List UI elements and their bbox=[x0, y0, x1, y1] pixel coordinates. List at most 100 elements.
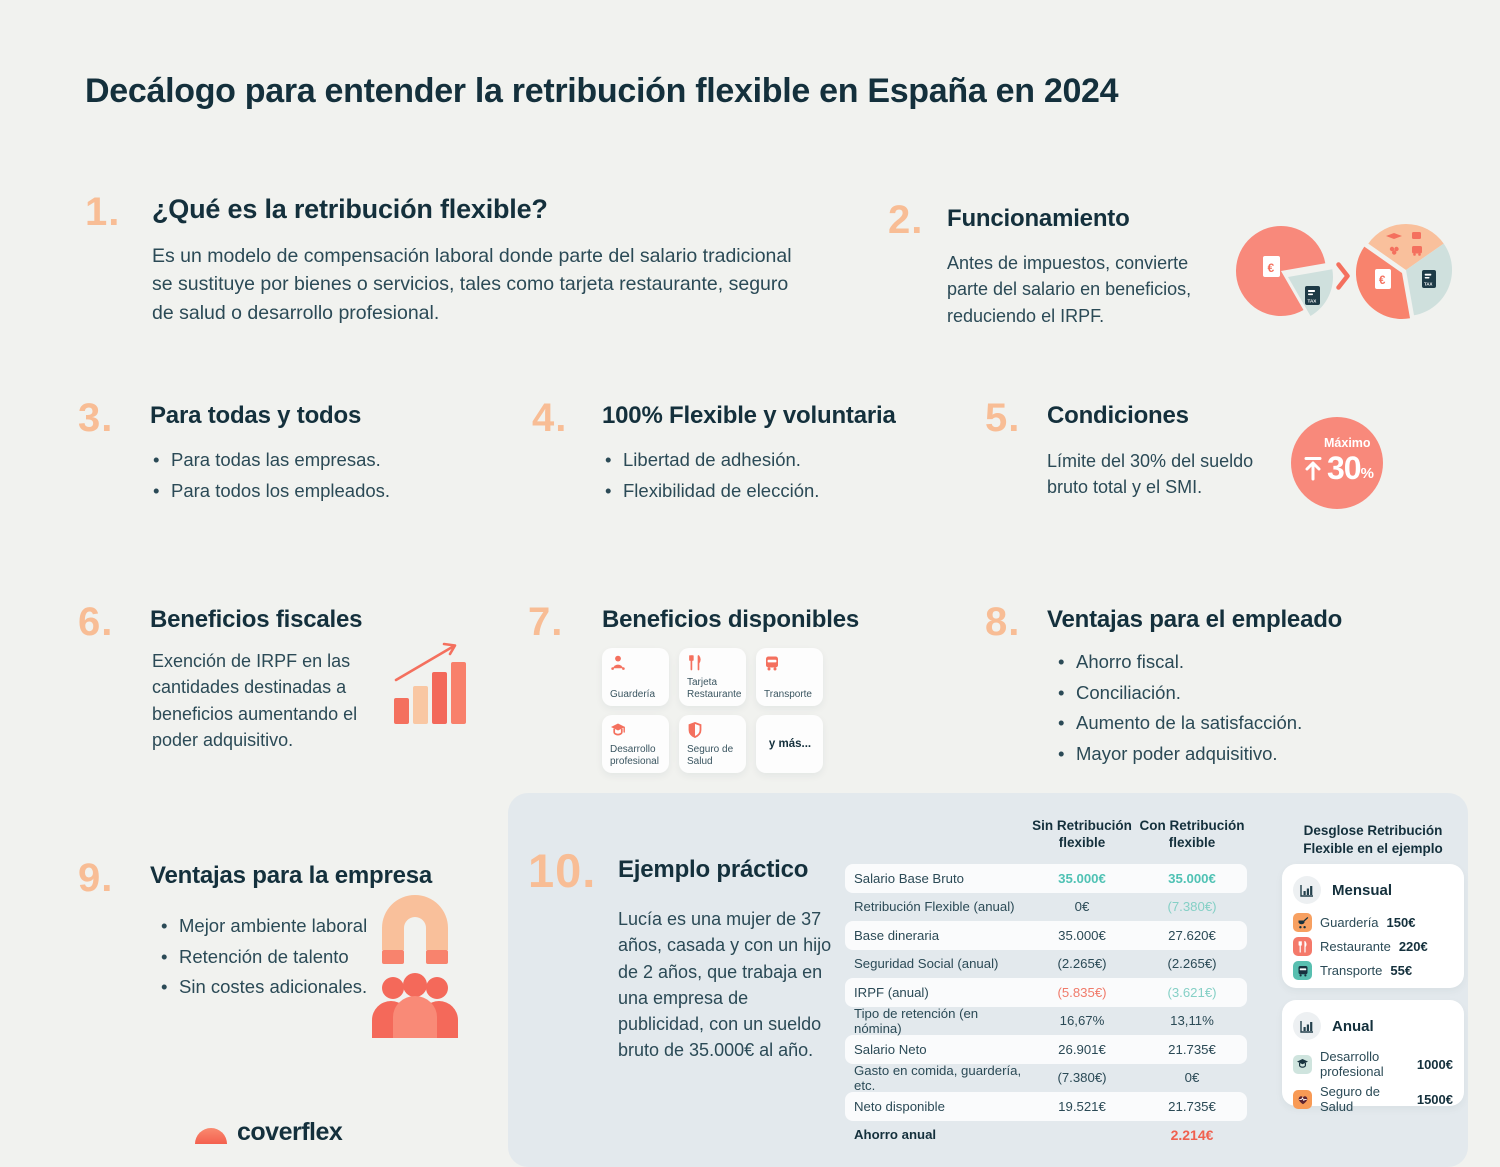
row-value: (7.380€) bbox=[1057, 1070, 1107, 1086]
bullet-item: Ahorro fiscal. bbox=[1055, 650, 1302, 674]
row-label: Neto disponible bbox=[854, 1098, 945, 1114]
bullet-item: Retención de talento bbox=[158, 945, 393, 969]
tile-y-mas: y más... bbox=[756, 715, 823, 773]
row-value: 35.000€ bbox=[1058, 927, 1106, 943]
desglose-item: Desarrollo profesional 1000€ bbox=[1293, 1049, 1453, 1079]
row-value: 35.000€ bbox=[1058, 870, 1106, 886]
item-label: Transporte bbox=[1320, 963, 1383, 978]
column-header-sin: Sin Retribución flexible bbox=[1032, 818, 1132, 850]
row-value: 19.521€ bbox=[1058, 1098, 1106, 1114]
row-label: Seguridad Social (anual) bbox=[854, 956, 999, 972]
card-title: Anual bbox=[1332, 1017, 1374, 1035]
table-row-ahorro-anual: Ahorro anual 2.214€ bbox=[845, 1121, 1247, 1150]
row-value: 2.214€ bbox=[1170, 1126, 1214, 1143]
section-6-body: Exención de IRPF en las cantidades desti… bbox=[152, 651, 358, 750]
salary-slice: € bbox=[1356, 246, 1410, 319]
salary-pie-before: TAX € bbox=[1235, 226, 1333, 317]
section-8-heading: Ventajas para el empleado bbox=[1047, 606, 1343, 633]
section-number-2: 2. bbox=[888, 198, 924, 242]
desglose-card-mensual: Mensual Guardería 150€ Restaurante 220€ … bbox=[1282, 864, 1464, 988]
section-number-9: 9. bbox=[78, 856, 114, 900]
bullet-item: Aumento de la satisfacción. bbox=[1055, 711, 1302, 735]
health-heart-icon bbox=[1293, 1089, 1312, 1109]
max-30-badge: Máximo 30 % bbox=[1291, 417, 1383, 509]
example-table: Sin Retribución flexible Con Retribución… bbox=[845, 818, 1247, 1149]
tile-label: Transporte bbox=[764, 688, 812, 700]
restaurant-icon bbox=[689, 655, 701, 671]
section-number-10: 10. bbox=[528, 844, 597, 897]
euro-receipt-icon: € bbox=[1375, 269, 1391, 289]
item-value: 220€ bbox=[1398, 939, 1428, 954]
tile-label: y más... bbox=[768, 737, 812, 750]
table-row: Seguridad Social (anual) (2.265€) (2.265… bbox=[845, 950, 1247, 979]
section-number-4: 4. bbox=[532, 396, 568, 440]
item-value: 55€ bbox=[1390, 963, 1413, 978]
restaurant-icon bbox=[1293, 937, 1312, 956]
svg-text:TAX: TAX bbox=[1424, 282, 1433, 287]
row-value: (2.265€) bbox=[1167, 956, 1217, 972]
section-4-heading: 100% Flexible y voluntaria bbox=[602, 402, 896, 429]
benefits-slice bbox=[1368, 223, 1444, 270]
section-3-heading: Para todas y todos bbox=[150, 402, 362, 429]
table-row: IRPF (anual) (5.835€) (3.621€) bbox=[845, 978, 1247, 1007]
tile-label: Desarrollo profesional bbox=[610, 744, 659, 767]
item-value: 1500€ bbox=[1416, 1091, 1453, 1107]
section-10-heading: Ejemplo práctico bbox=[618, 856, 809, 883]
tile-label: Guardería bbox=[610, 688, 656, 700]
row-value: 0€ bbox=[1074, 899, 1090, 915]
svg-text:€: € bbox=[1379, 275, 1386, 287]
bus-icon bbox=[1293, 961, 1312, 980]
tile-desarrollo-profesional: Desarrollo profesional bbox=[602, 715, 669, 773]
shield-icon bbox=[688, 722, 702, 738]
row-value: 21.735€ bbox=[1168, 1041, 1216, 1057]
item-label: Desarrollo profesional bbox=[1320, 1049, 1384, 1079]
row-value: (7.380€) bbox=[1167, 899, 1217, 915]
svg-text:TAX: TAX bbox=[1308, 299, 1318, 304]
section-number-3: 3. bbox=[78, 396, 114, 440]
table-row: Salario Neto 26.901€ 21.735€ bbox=[845, 1035, 1247, 1064]
section-number-1: 1. bbox=[85, 190, 121, 234]
max-arrow-icon bbox=[1304, 457, 1322, 481]
section-6-heading: Beneficios fiscales bbox=[150, 606, 363, 633]
desglose-item: Seguro de Salud 1500€ bbox=[1293, 1084, 1453, 1114]
table-row: Neto disponible 19.521€ 21.735€ bbox=[845, 1092, 1247, 1121]
section-1-heading: ¿Qué es la retribución flexible? bbox=[152, 194, 548, 224]
row-label: Ahorro anual bbox=[854, 1127, 937, 1143]
section-7-heading: Beneficios disponibles bbox=[602, 606, 859, 633]
badge-label: Máximo bbox=[1324, 436, 1371, 450]
badge-value: 30 bbox=[1327, 450, 1362, 486]
table-row: Retribución Flexible (anual) 0€ (7.380€) bbox=[845, 893, 1247, 922]
benefits-icons bbox=[1386, 232, 1422, 256]
tile-tarjeta-restaurante: Tarjeta Restaurante bbox=[679, 648, 746, 706]
section-4-bullets: Libertad de adhesión. Flexibilidad de el… bbox=[602, 448, 819, 509]
tax-slice: TAX bbox=[1288, 269, 1333, 316]
desglose-item: Guardería 150€ bbox=[1293, 913, 1453, 932]
desglose-item: Restaurante 220€ bbox=[1293, 937, 1453, 956]
tile-seguro-de-salud: Seguro de Salud bbox=[679, 715, 746, 773]
section-number-5: 5. bbox=[985, 396, 1021, 440]
section-9-bullets: Mejor ambiente laboral Retención de tale… bbox=[158, 914, 393, 1006]
table-row: Tipo de retención (en nómina) 16,67% 13,… bbox=[845, 1006, 1247, 1036]
chevron-right-icon bbox=[1336, 262, 1350, 290]
graduation-cap-icon bbox=[611, 723, 625, 736]
stroller-icon bbox=[1293, 913, 1312, 932]
section-8-bullets: Ahorro fiscal. Conciliación. Aumento de … bbox=[1055, 650, 1302, 773]
section-3-bullets: Para todas las empresas. Para todos los … bbox=[150, 448, 390, 509]
bullet-item: Para todos los empleados. bbox=[150, 479, 390, 503]
bus-icon bbox=[766, 656, 778, 671]
item-label: Restaurante bbox=[1320, 939, 1391, 954]
row-label: Retribución Flexible (anual) bbox=[854, 899, 1015, 915]
bullet-item: Flexibilidad de elección. bbox=[602, 479, 819, 503]
row-value: 26.901€ bbox=[1058, 1041, 1106, 1057]
page-title: Decálogo para entender la retribución fl… bbox=[85, 72, 1119, 110]
section-10-body: Lucía es una mujer de 37 años, casada y … bbox=[618, 909, 832, 1061]
section-number-8: 8. bbox=[985, 600, 1021, 644]
item-label: Seguro de Salud bbox=[1320, 1084, 1380, 1114]
logo-text: coverflex bbox=[237, 1118, 343, 1146]
row-label: Gasto en comida, guardería, etc. bbox=[854, 1062, 1022, 1093]
row-label: Salario Base Bruto bbox=[854, 870, 964, 886]
bullet-item: Mayor poder adquisitivo. bbox=[1055, 742, 1302, 766]
tile-guarderia: Guardería bbox=[602, 648, 669, 706]
row-value: 0€ bbox=[1184, 1070, 1200, 1086]
bullet-item: Para todas las empresas. bbox=[150, 448, 390, 472]
